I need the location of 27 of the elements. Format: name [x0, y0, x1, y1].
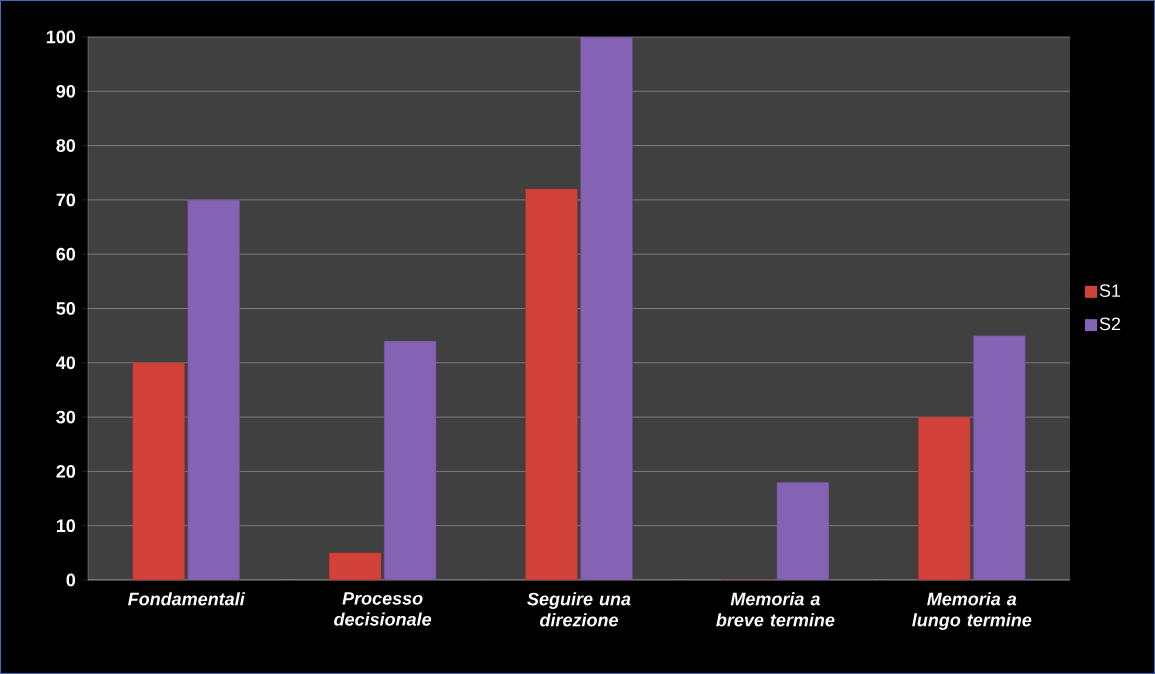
bar [187, 199, 240, 580]
x-tick-label: Seguire una direzione [527, 592, 631, 627]
y-tick-label: 90 [56, 84, 76, 98]
x-tick-label: Memoria a breve termine [716, 592, 835, 627]
y-tick-label: 50 [56, 302, 76, 315]
y-tick-label: 10 [56, 519, 76, 533]
y-tick-label: 60 [56, 247, 76, 261]
bar [328, 552, 382, 580]
y-tick-label: 80 [56, 139, 76, 152]
y-tick-label: 70 [56, 193, 76, 207]
bar [525, 188, 578, 580]
x-tick-label: Fondamentali [128, 592, 246, 606]
legend-label: S2 [1099, 317, 1121, 331]
y-tick-label: 20 [56, 465, 76, 478]
y-tick-label: 0 [66, 573, 76, 587]
bar [918, 416, 971, 580]
bar [776, 482, 830, 580]
bar [132, 362, 185, 580]
y-tick-label: 40 [56, 356, 76, 370]
y-tick-label: 100 [46, 30, 76, 44]
legend-label: S1 [1099, 284, 1121, 297]
bar [580, 36, 633, 580]
bar [383, 340, 437, 580]
x-tick-label: Memoria a lungo termine [912, 592, 1032, 630]
x-tick-label: Processo decisionale [334, 592, 432, 626]
bar [973, 335, 1026, 580]
y-tick-label: 30 [56, 410, 76, 424]
